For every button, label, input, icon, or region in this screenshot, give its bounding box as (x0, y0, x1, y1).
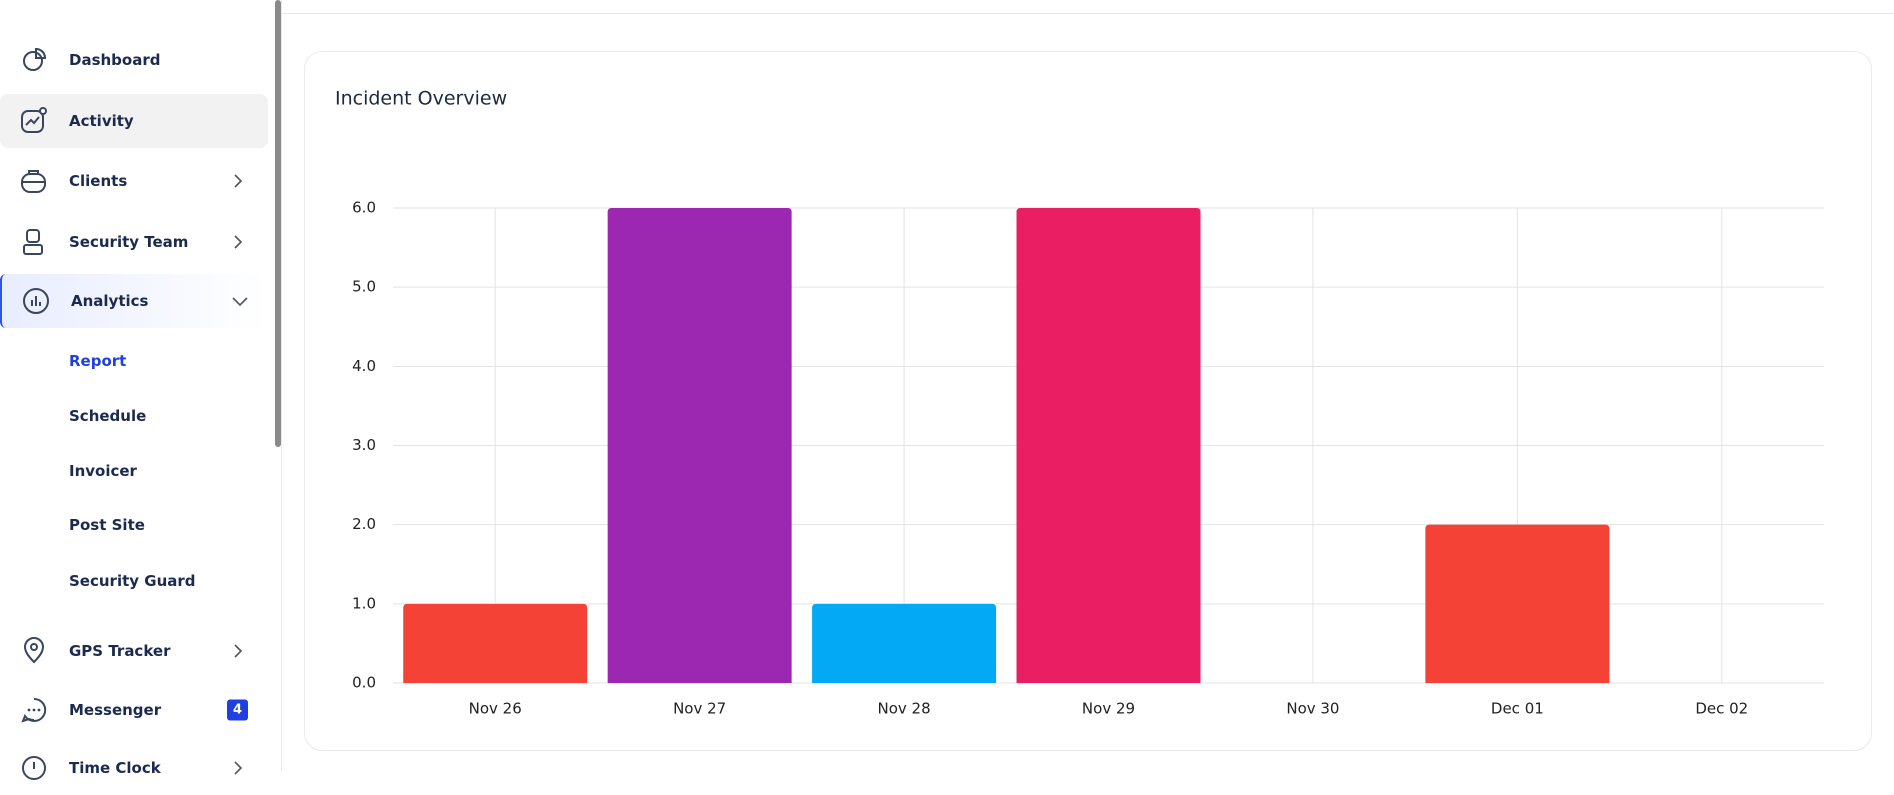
icon (22, 756, 46, 780)
badge: 4 (227, 699, 248, 721)
bar (1016, 208, 1201, 683)
nav-label: Post Site (69, 516, 145, 534)
icon (23, 288, 49, 314)
x-tick-label: Dec 02 (1695, 700, 1748, 718)
nav-label: GPS Tracker (69, 642, 171, 660)
icon (21, 697, 47, 723)
nav-label: Security Team (69, 233, 189, 251)
icon (23, 229, 43, 255)
x-tick-label: Dec 01 (1491, 700, 1544, 718)
header-border (282, 13, 1894, 14)
y-tick-label: 6.0 (352, 199, 376, 217)
bar (812, 603, 997, 683)
nav-label: Dashboard (69, 51, 161, 69)
nav-item[interactable]: GPS Tracker (0, 624, 268, 678)
y-tick-label: 3.0 (352, 436, 376, 454)
bar (1425, 524, 1610, 683)
x-tick-label: Nov 30 (1286, 700, 1339, 718)
x-tick-label: Nov 28 (878, 700, 931, 718)
chevron (234, 174, 243, 188)
nav-item[interactable]: Security Guard (0, 554, 268, 608)
nav-label: Invoicer (69, 462, 137, 480)
nav-item[interactable]: Messenger 4 (0, 683, 268, 737)
logo (26, 0, 42, 6)
y-tick-label: 2.0 (352, 515, 376, 533)
y-tick-label: 0.0 (352, 674, 376, 692)
nav-label: Clients (69, 172, 128, 190)
nav-item[interactable]: Time Clock (0, 741, 268, 795)
nav-label: Messenger (69, 701, 162, 719)
nav-item[interactable]: Security Team (0, 215, 268, 269)
nav-label: Security Guard (69, 572, 196, 590)
icon (21, 107, 47, 133)
x-tick-label: Nov 26 (469, 700, 522, 718)
chevron (232, 297, 248, 307)
nav-item[interactable]: Dashboard (0, 33, 268, 87)
chevron (234, 644, 243, 658)
nav-label: Schedule (69, 407, 147, 425)
bar (403, 603, 588, 683)
x-tick-label: Nov 29 (1082, 700, 1135, 718)
nav-item[interactable]: Report (0, 334, 268, 388)
y-tick-label: 4.0 (352, 357, 376, 375)
nav-item[interactable]: Schedule (0, 389, 268, 443)
nav-item[interactable]: Clients (0, 154, 268, 208)
nav-item[interactable]: Invoicer (0, 444, 268, 498)
chevron (234, 761, 243, 775)
icon (21, 170, 46, 193)
y-tick-label: 5.0 (352, 278, 376, 296)
y-tick-label: 1.0 (352, 594, 376, 612)
chevron (234, 235, 243, 249)
nav-label: Activity (69, 112, 134, 130)
bar (607, 208, 792, 683)
nav-item[interactable]: Analytics (0, 274, 265, 328)
scrollbar[interactable] (275, 0, 281, 447)
card (304, 51, 1872, 751)
nav-item[interactable]: Activity (0, 94, 268, 148)
nav-label: Analytics (71, 292, 149, 310)
chart: Incident Overview 0.0 1.0 2.0 3.0 4.0 5.0 6.0 N… (335, 88, 1824, 718)
nav-item[interactable]: Post Site (0, 498, 268, 552)
sidebar: Dashboard Activity Clients Security Team… (0, 0, 282, 780)
icon (23, 637, 45, 664)
nav-label: Time Clock (69, 759, 161, 777)
chart-title: Incident Overview (335, 88, 507, 110)
x-tick-label: Nov 27 (673, 700, 726, 718)
nav-label: Report (69, 352, 127, 370)
icon (23, 47, 47, 71)
